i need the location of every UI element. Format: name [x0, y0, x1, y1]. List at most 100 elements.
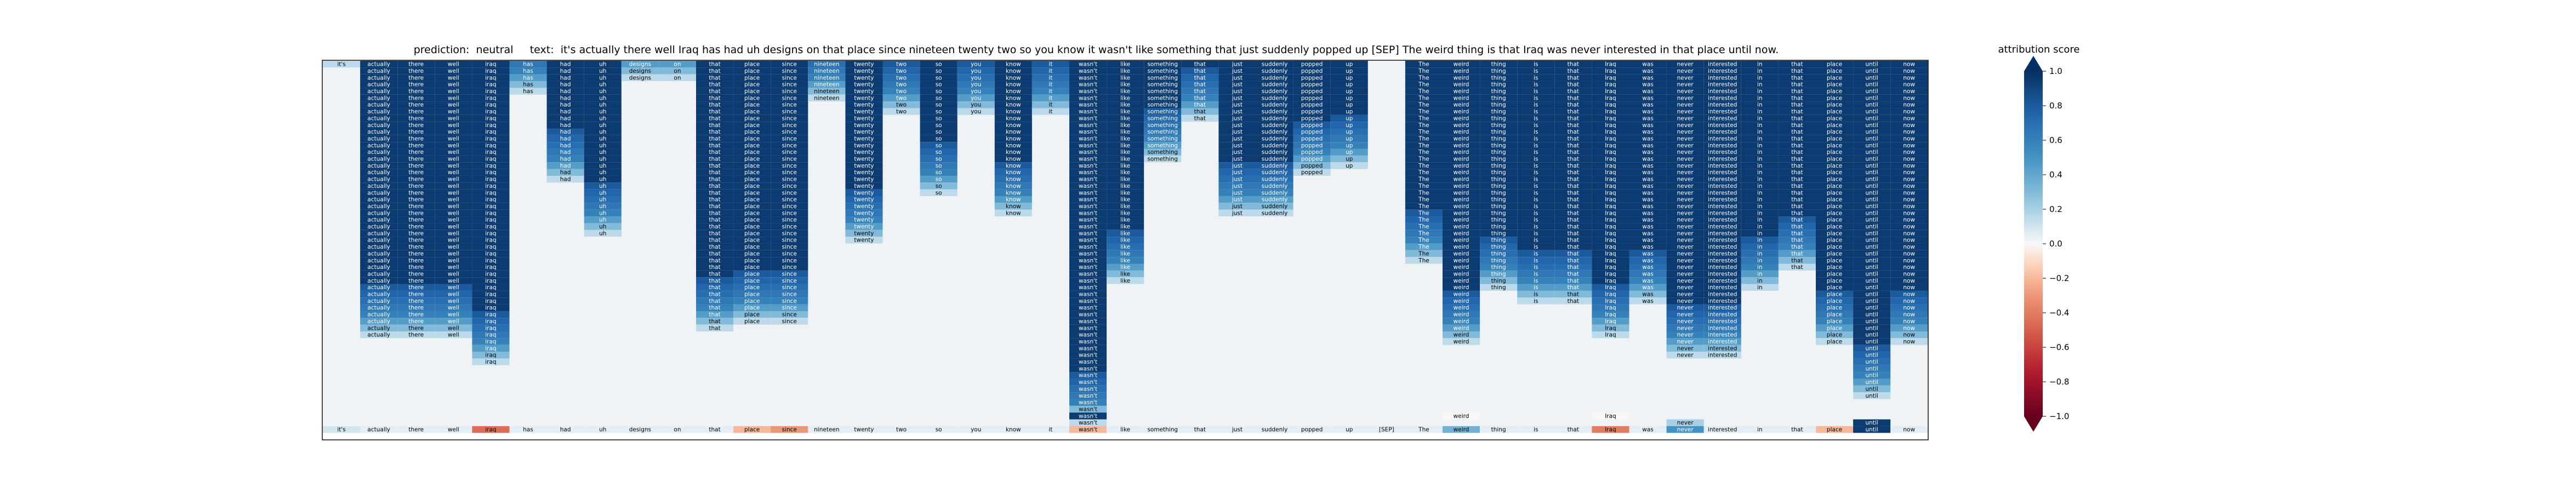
cell-label: until	[1866, 183, 1878, 190]
cell-label: never	[1677, 135, 1694, 142]
cell-label: was	[1642, 244, 1654, 250]
cell-label: like	[1120, 169, 1130, 176]
cell-label: place	[744, 217, 760, 223]
cell-label: in	[1757, 190, 1763, 196]
cell-label: until	[1866, 278, 1878, 284]
cell-label: that	[1791, 197, 1803, 203]
cell-label: that	[1568, 264, 1579, 271]
cell-label: The	[1418, 135, 1429, 142]
cell-label: uh	[599, 135, 606, 142]
cell-label: in	[1757, 278, 1763, 284]
cell-label: that	[709, 312, 720, 318]
cell-label: since	[782, 68, 797, 74]
cell-label: there	[408, 156, 424, 163]
cell-label: was	[1642, 190, 1654, 196]
cell-label: something	[1147, 135, 1178, 142]
cell-label: actually	[367, 203, 390, 210]
cell-label: iraq	[485, 203, 496, 210]
cell-label: Iraq	[1605, 88, 1616, 95]
cell-label: now	[1903, 142, 1915, 149]
cell-label: just	[1232, 142, 1243, 149]
cell-label: there	[408, 284, 424, 291]
cell-label: that	[1791, 102, 1803, 108]
cell-label: place	[744, 176, 760, 183]
cell-label: The	[1418, 129, 1429, 135]
cell-label: until	[1866, 291, 1878, 298]
cell-label: wasn't	[1079, 149, 1097, 156]
cell-label: since	[782, 163, 797, 169]
cell-label: since	[782, 203, 797, 210]
cell-label: something	[1147, 95, 1178, 101]
cell-label: like	[1120, 142, 1130, 149]
cell-label: Iraq	[1605, 237, 1616, 244]
cell-label: Iraq	[1605, 332, 1616, 339]
cell-label: something	[1147, 427, 1178, 433]
cell-label: know	[1006, 135, 1021, 142]
cell-label: actually	[367, 318, 390, 325]
cell-label: up	[1346, 122, 1353, 129]
cell-label: that	[1568, 102, 1579, 108]
cell-label: there	[408, 244, 424, 250]
cell-label: like	[1120, 135, 1130, 142]
cell-label: there	[408, 149, 424, 156]
cell-label: place	[1827, 298, 1842, 305]
cell-label: iraq	[485, 298, 496, 305]
cell-label: nineteen	[814, 88, 839, 95]
cell-label: since	[782, 291, 797, 298]
cell-label: place	[1827, 183, 1842, 190]
cell-label: that	[1568, 129, 1579, 135]
cell-label: that	[1194, 95, 1206, 101]
cell-label: interested	[1708, 122, 1737, 129]
cell-label: it	[1048, 108, 1052, 115]
cell-label: until	[1866, 420, 1878, 426]
cell-label: that	[1791, 156, 1803, 163]
cell-label: never	[1677, 318, 1694, 325]
cell-label: wasn't	[1079, 88, 1097, 95]
cell-label: wasn't	[1079, 399, 1097, 406]
cell-label: that	[1568, 210, 1579, 216]
cell-label: so	[936, 88, 942, 95]
cell-label: iraq	[485, 264, 496, 271]
cell-label: until	[1866, 352, 1878, 359]
cell-label: is	[1534, 176, 1538, 183]
cell-label: that	[1568, 197, 1579, 203]
cell-label: since	[782, 210, 797, 216]
cell-label: interested	[1708, 102, 1737, 108]
cell-label: well	[448, 203, 459, 210]
cell-label: interested	[1708, 257, 1737, 264]
cell-label: in	[1757, 237, 1763, 244]
cell-label: in	[1757, 250, 1763, 257]
cell-label: well	[448, 271, 459, 277]
cell-label: there	[408, 102, 424, 108]
cell-label: in	[1757, 122, 1763, 129]
cell-label: The	[1418, 250, 1429, 257]
cell-label: was	[1642, 142, 1654, 149]
cell-label: that	[1568, 95, 1579, 101]
cell-label: thing	[1491, 61, 1506, 68]
cell-label: was	[1642, 427, 1654, 433]
cell-label: there	[408, 190, 424, 196]
cell-label: well	[448, 298, 459, 305]
cell-label: iraq	[485, 102, 496, 108]
cell-label: interested	[1708, 237, 1737, 244]
cell-label: that	[1791, 183, 1803, 190]
cell-label: it	[1048, 95, 1052, 101]
cell-label: uh	[599, 149, 606, 156]
cell-label: just	[1232, 197, 1243, 203]
cell-label: that	[709, 305, 720, 311]
cell-label: it	[1048, 68, 1052, 74]
cell-label: so	[936, 149, 942, 156]
cell-label: wasn't	[1079, 359, 1097, 365]
cell-label: until	[1866, 284, 1878, 291]
cell-label: Iraq	[1605, 278, 1616, 284]
cell-label: well	[448, 291, 459, 298]
cell-label: well	[448, 74, 459, 81]
cell-label: interested	[1708, 203, 1737, 210]
cell-label: suddenly	[1262, 74, 1288, 81]
cell-label: thing	[1491, 129, 1506, 135]
cell-label: know	[1006, 210, 1021, 216]
cell-label: that	[709, 176, 720, 183]
cell-label: until	[1866, 88, 1878, 95]
colorbar-tick-label: −0.2	[2049, 273, 2069, 283]
cell-label: thing	[1491, 203, 1506, 210]
